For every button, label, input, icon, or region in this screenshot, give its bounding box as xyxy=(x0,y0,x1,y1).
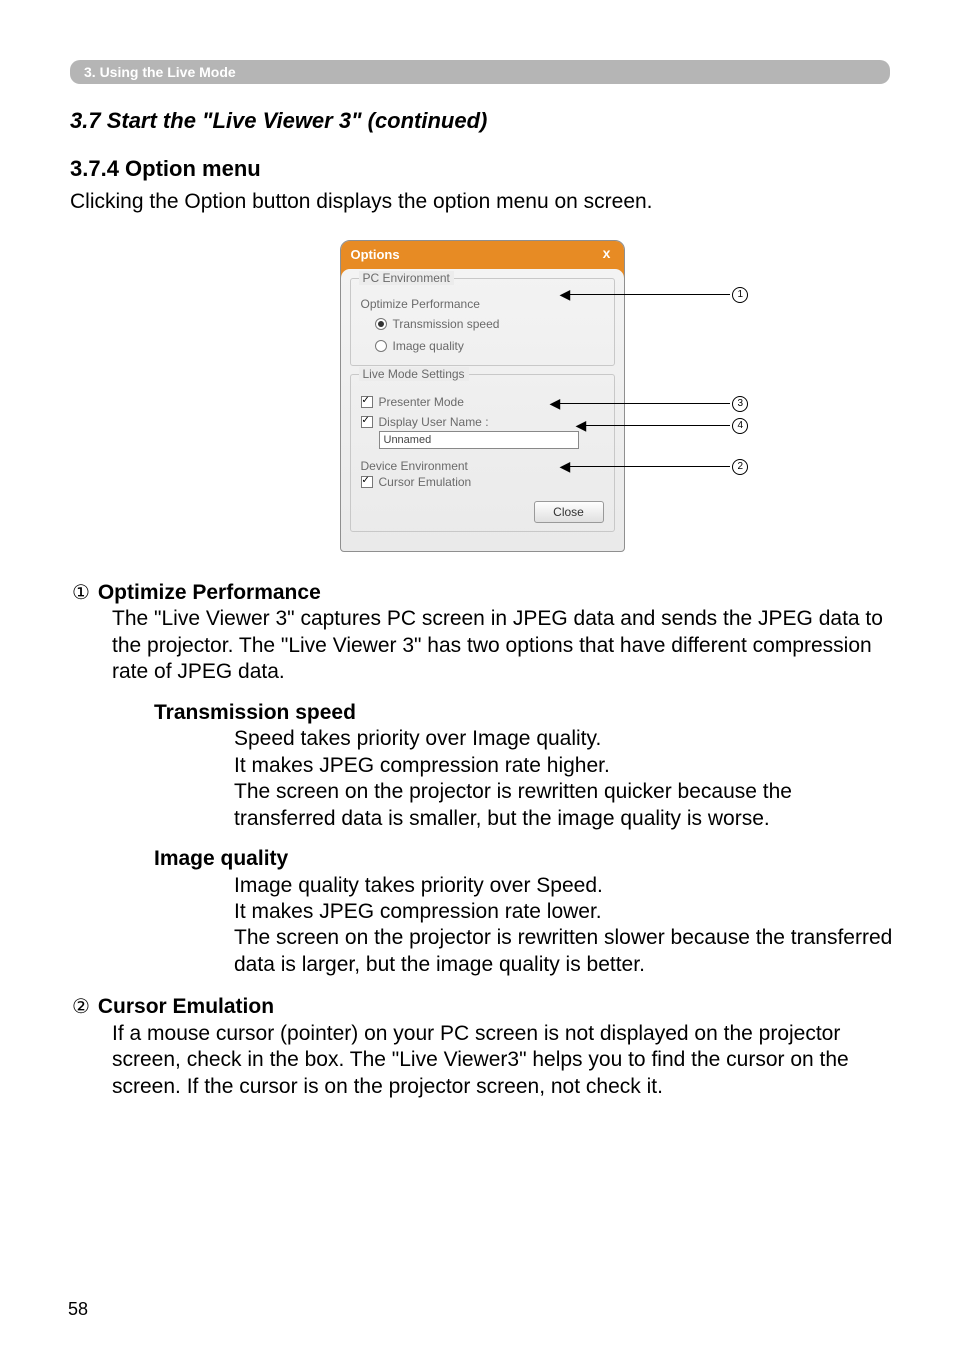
callout-3: ◀ 3 xyxy=(550,395,749,412)
num-1-icon: ① xyxy=(70,581,92,606)
checkbox-display-user[interactable] xyxy=(361,416,373,428)
section-bar: 3. Using the Live Mode xyxy=(70,60,890,84)
iq-line2: It makes JPEG compression rate lower. xyxy=(234,899,894,925)
presenter-mode-label: Presenter Mode xyxy=(379,395,464,409)
callout-num-3: 3 xyxy=(732,396,748,412)
radio-transmission-label: Transmission speed xyxy=(393,317,500,331)
cursor-emulation-label: Cursor Emulation xyxy=(379,475,472,489)
radio-image-quality[interactable] xyxy=(375,340,387,352)
callout-2: ◀ 2 xyxy=(560,458,749,475)
section-optimize: ① Optimize Performance The "Live Viewer … xyxy=(70,580,894,978)
close-icon[interactable]: x xyxy=(598,245,616,263)
ts-line3: The screen on the projector is rewritten… xyxy=(234,779,894,832)
callout-num-4: 4 xyxy=(732,418,748,434)
intro-text: Clicking the Option button displays the … xyxy=(70,190,894,214)
checkbox-presenter-mode[interactable] xyxy=(361,396,373,408)
ts-line2: It makes JPEG compression rate higher. xyxy=(234,753,894,779)
optimize-performance-title: Optimize Performance xyxy=(98,581,321,604)
figure-wrap: Options x PC Environment Optimize Perfor… xyxy=(70,240,894,552)
group-title-pc: PC Environment xyxy=(359,271,454,285)
ts-line1: Speed takes priority over Image quality. xyxy=(234,726,894,752)
arrow-icon: ◀ xyxy=(560,458,571,475)
iq-line1: Image quality takes priority over Speed. xyxy=(234,873,894,899)
checkbox-cursor-emulation[interactable] xyxy=(361,476,373,488)
radio-transmission-speed[interactable] xyxy=(375,318,387,330)
radio-image-quality-label: Image quality xyxy=(393,339,464,353)
image-quality-title: Image quality xyxy=(154,846,894,872)
arrow-icon: ◀ xyxy=(576,417,587,434)
dialog-title: Options xyxy=(341,241,624,269)
username-input[interactable]: Unnamed xyxy=(379,431,579,449)
cursor-emulation-text: If a mouse cursor (pointer) on your PC s… xyxy=(112,1021,894,1100)
page-number: 58 xyxy=(68,1299,88,1320)
section-cursor: ② Cursor Emulation If a mouse cursor (po… xyxy=(70,994,894,1100)
transmission-speed-title: Transmission speed xyxy=(154,700,894,726)
group-title-live: Live Mode Settings xyxy=(359,367,469,381)
callout-4: ◀ 4 xyxy=(576,417,749,434)
callout-1: ◀ 1 xyxy=(560,286,749,303)
callout-num-1: 1 xyxy=(732,287,748,303)
display-user-label: Display User Name : xyxy=(379,415,489,429)
close-button[interactable]: Close xyxy=(534,501,604,523)
heading-continued: 3.7 Start the "Live Viewer 3" (continued… xyxy=(70,108,894,134)
arrow-icon: ◀ xyxy=(550,395,561,412)
arrow-icon: ◀ xyxy=(560,286,571,303)
cursor-emulation-title: Cursor Emulation xyxy=(98,995,274,1018)
callout-num-2: 2 xyxy=(732,459,748,475)
iq-line3: The screen on the projector is rewritten… xyxy=(234,925,894,978)
options-figure: Options x PC Environment Optimize Perfor… xyxy=(340,240,625,552)
optimize-performance-text: The "Live Viewer 3" captures PC screen i… xyxy=(112,606,894,685)
subheading: 3.7.4 Option menu xyxy=(70,156,894,182)
num-2-icon: ② xyxy=(70,995,92,1020)
